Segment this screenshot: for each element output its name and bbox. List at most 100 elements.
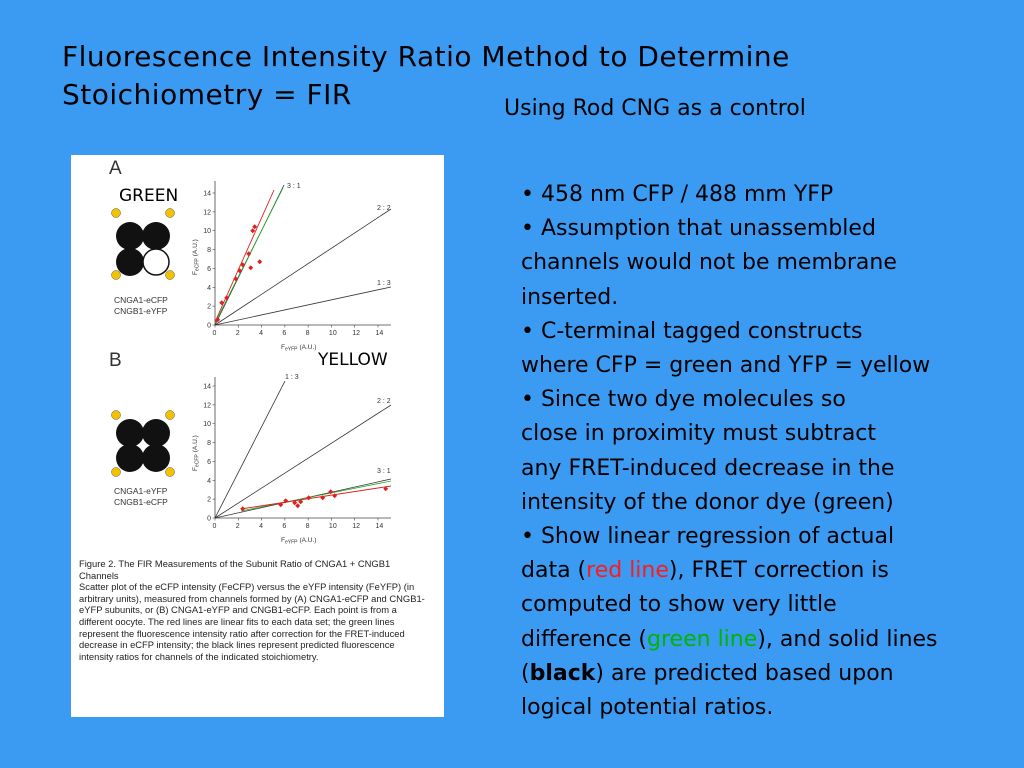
- bullet-line: • Assumption that unassembled: [521, 216, 876, 242]
- y-tick-label: 8: [207, 247, 211, 254]
- bullet-text: ), and solid lines: [757, 626, 938, 652]
- predicted-line-1-3: [214, 380, 286, 519]
- panel-a-subunit-schematic: [111, 208, 175, 280]
- data-point: [320, 495, 326, 501]
- bullet-line: inserted.: [521, 284, 619, 310]
- bullet-line: close in proximity must subtract: [521, 421, 877, 447]
- data-point: [306, 495, 312, 501]
- panel-a-letter: A: [109, 158, 122, 179]
- y-tick-label: 6: [207, 459, 211, 466]
- red-line-highlight: red line: [586, 558, 669, 584]
- data-point: [237, 268, 243, 274]
- panel-a-legend-line-2: CNGB1-eYFP: [114, 306, 168, 316]
- bullet-line: • C-terminal tagged constructs: [521, 318, 863, 344]
- y-tick-label: 6: [207, 266, 211, 273]
- yfp-tag-dot: [111, 410, 121, 420]
- data-point: [295, 503, 301, 509]
- y-tick-label: 0: [207, 323, 211, 330]
- y-tick-label: 10: [203, 421, 211, 428]
- x-tick-label: 0: [213, 330, 217, 337]
- predicted-line-2-2: [214, 404, 392, 519]
- x-tick-label: 12: [352, 523, 360, 530]
- data-point: [246, 251, 252, 257]
- subunit-circle: [116, 419, 144, 447]
- slide-title: Fluorescence Intensity Ratio Method to D…: [62, 38, 790, 114]
- bullet-line: • Since two dye molecules so: [521, 387, 846, 413]
- yfp-tag-dot: [165, 410, 175, 420]
- y-axis-label: FeCFP(A.U.): [192, 239, 201, 275]
- panel-a-plot: 0 2 4 6 8 10 12 14 0 2 4 6 8 10 12 14: [192, 181, 392, 353]
- bullet-line: (black) are predicted based upon: [521, 657, 1021, 691]
- panel-b-data-points: [240, 486, 389, 512]
- fit-line: [214, 189, 275, 323]
- yfp-tag-dot: [111, 208, 121, 218]
- line-label: 1 : 3: [377, 280, 391, 287]
- data-point: [278, 502, 284, 508]
- x-tick-label: 8: [306, 330, 310, 337]
- line-label: 3 : 1: [287, 183, 301, 190]
- y-tick-label: 12: [203, 402, 211, 409]
- y-axis-label: FeCFP(A.U.): [192, 435, 201, 471]
- bullet-list: • 458 nm CFP / 488 mm YFP • Assumption t…: [521, 178, 1021, 725]
- x-tick-label: 2: [236, 330, 240, 337]
- y-tick-label: 2: [207, 497, 211, 504]
- y-tick-label: 0: [207, 516, 211, 523]
- data-point: [240, 506, 246, 512]
- subunit-circle: [142, 222, 170, 250]
- bullet-line: data (red line), FRET correction is: [521, 554, 1021, 588]
- x-tick-label: 10: [329, 523, 337, 530]
- bullet-text: (: [521, 660, 530, 686]
- x-tick-label: 6: [282, 330, 286, 337]
- panel-a-data-points: [215, 224, 263, 323]
- bullet-line: where CFP = green and YFP = yellow: [521, 353, 931, 379]
- bullet-line: logical potential ratios.: [521, 695, 774, 721]
- bullet-text: data (: [521, 558, 587, 584]
- figure-plots: A CNGA1-eCFP CNGB1-eYFP 0 2 4 6 8 10 12 14 0 2 4 6…: [109, 158, 392, 546]
- fit-line: [240, 485, 392, 510]
- bullet-text: difference (: [521, 626, 648, 652]
- x-tick-label: 4: [259, 330, 263, 337]
- y-tick-label: 12: [203, 209, 211, 216]
- x-axis-label: FeYFP (A.U.): [281, 537, 316, 546]
- panel-b-legend-line-2: CNGB1-eCFP: [114, 497, 168, 507]
- data-point: [250, 228, 256, 234]
- x-tick-label: 12: [352, 330, 360, 337]
- data-point: [298, 499, 304, 505]
- x-tick-label: 10: [329, 330, 337, 337]
- subunit-circle: [142, 419, 170, 447]
- y-tick-label: 10: [203, 228, 211, 235]
- x-tick-label: 14: [376, 330, 384, 337]
- data-point: [252, 224, 258, 230]
- predicted-line-1-3: [214, 286, 392, 326]
- figure-caption-title: Figure 2. The FIR Measurements of the Su…: [79, 558, 391, 581]
- y-tick-label: 8: [207, 440, 211, 447]
- x-tick-label: 6: [282, 523, 286, 530]
- data-point: [383, 486, 389, 492]
- panel-b-legend-line-1: CNGA1-eYFP: [114, 486, 168, 496]
- y-tick-label: 14: [203, 384, 211, 391]
- figure-caption: Figure 2. The FIR Measurements of the Su…: [79, 558, 431, 662]
- figure-caption-body: Scatter plot of the eCFP intensity (FeCF…: [79, 581, 425, 662]
- x-tick-label: 2: [236, 523, 240, 530]
- subunit-circle: [142, 444, 170, 472]
- green-label: GREEN: [119, 186, 179, 206]
- bullet-line: any FRET-induced decrease in the: [521, 455, 895, 481]
- x-tick-label: 8: [306, 523, 310, 530]
- panel-b-subunit-schematic: [111, 410, 175, 477]
- data-point: [328, 489, 334, 495]
- subunit-circle: [116, 248, 144, 276]
- panel-a-legend-line-1: CNGA1-eCFP: [114, 295, 168, 305]
- data-point: [332, 493, 338, 499]
- bullet-line: • 458 nm CFP / 488 mm YFP: [521, 182, 834, 207]
- bullet-line: • Show linear regression of actual: [521, 524, 895, 550]
- bullet-line: intensity of the donor dye (green): [521, 489, 894, 515]
- x-tick-label: 4: [259, 523, 263, 530]
- green-line-highlight: green line: [647, 626, 758, 652]
- predicted-line-2-2: [214, 208, 392, 326]
- bullet-text: ), FRET correction is: [668, 558, 889, 584]
- y-tick-label: 4: [207, 285, 211, 292]
- bullet-line: difference (green line), and solid lines: [521, 623, 1021, 657]
- data-point: [257, 259, 263, 265]
- slide-subtitle: Using Rod CNG as a control: [504, 96, 806, 121]
